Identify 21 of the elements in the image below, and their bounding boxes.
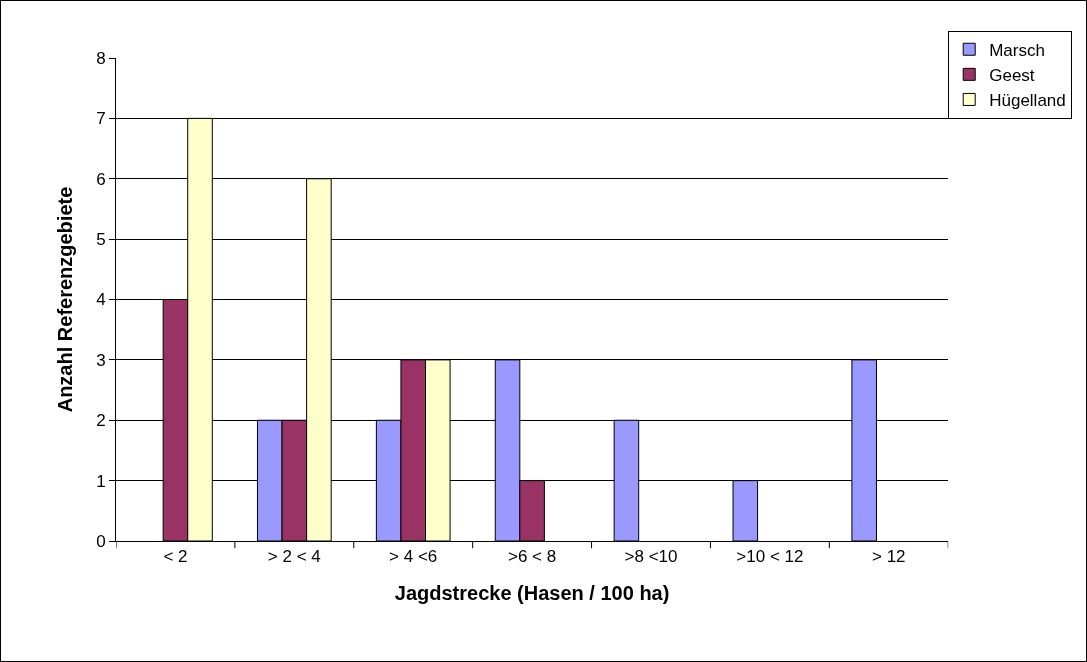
y-tick-label: 1 [96,471,106,491]
y-tick-label: 3 [96,350,106,370]
x-axis-title: Jagdstrecke (Hasen / 100 ha) [394,581,670,604]
x-tick-label: < 2 [163,547,188,567]
y-tick-label: 2 [96,411,106,431]
y-tick-label: 5 [96,230,106,250]
y-tick-label: 8 [96,48,106,68]
x-tick-label: >10 < 12 [736,547,804,567]
y-tick-label: 6 [96,169,106,189]
y-tick-label: 0 [96,531,106,551]
legend-label: Geest [989,65,1035,85]
y-axis-title: Anzahl Referenzgebiete [53,186,76,413]
y-tick-label: 7 [96,109,106,129]
x-tick-label: >6 < 8 [507,547,557,567]
legend-label: Hügelland [989,91,1066,111]
y-tick-label: 4 [96,290,106,310]
x-tick-label: >8 <10 [624,547,678,567]
legend-label: Marsch [989,40,1045,60]
x-tick-label: > 12 [871,547,906,567]
x-tick-label: > 2 < 4 [267,547,321,567]
x-tick-label: > 4 <6 [389,547,438,567]
